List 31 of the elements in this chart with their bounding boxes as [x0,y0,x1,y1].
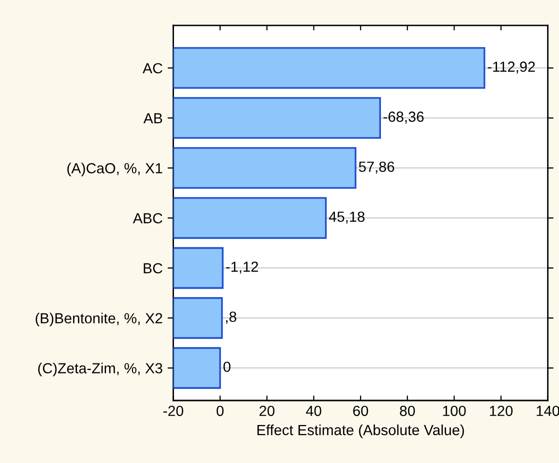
annotation: -1,12 [226,262,258,274]
x-tick-label: 140 [536,406,559,416]
x-tick-label: 100 [443,406,466,416]
bar [173,197,327,239]
x-axis-title: Effect Estimate (Absolute Value) [257,424,464,438]
bar [173,347,221,389]
bar [173,247,224,289]
x-tick-label: 20 [260,406,274,416]
bar [173,97,381,139]
x-tick-label: 60 [353,406,368,416]
annotation: 45,18 [328,212,364,224]
y-tick-label: AC [142,63,162,74]
y-tick-label: (B)Bentonite, %, X2 [36,312,162,326]
bar [173,147,356,189]
bar [173,297,223,339]
x-tick-label: 80 [400,406,415,416]
y-tick-label: (A)CaO, %, X1 [67,162,162,176]
y-tick-label: ABC [132,213,162,224]
annotation: 0 [223,362,230,372]
x-tick-label: 40 [306,406,322,416]
annotation: 57,86 [358,162,394,174]
annotation: ,8 [226,312,236,324]
x-tick-label: -20 [163,406,184,416]
y-tick-label: (C)Zeta-Zim, %, X3 [38,362,162,376]
annotation: -112,92 [488,62,535,74]
annotation: -68,36 [384,112,424,124]
bar [173,47,486,89]
x-tick-label: 120 [490,406,513,416]
x-tick-label: 0 [216,406,224,416]
y-tick-label: AB [143,113,162,124]
y-tick-label: BC [144,263,162,274]
